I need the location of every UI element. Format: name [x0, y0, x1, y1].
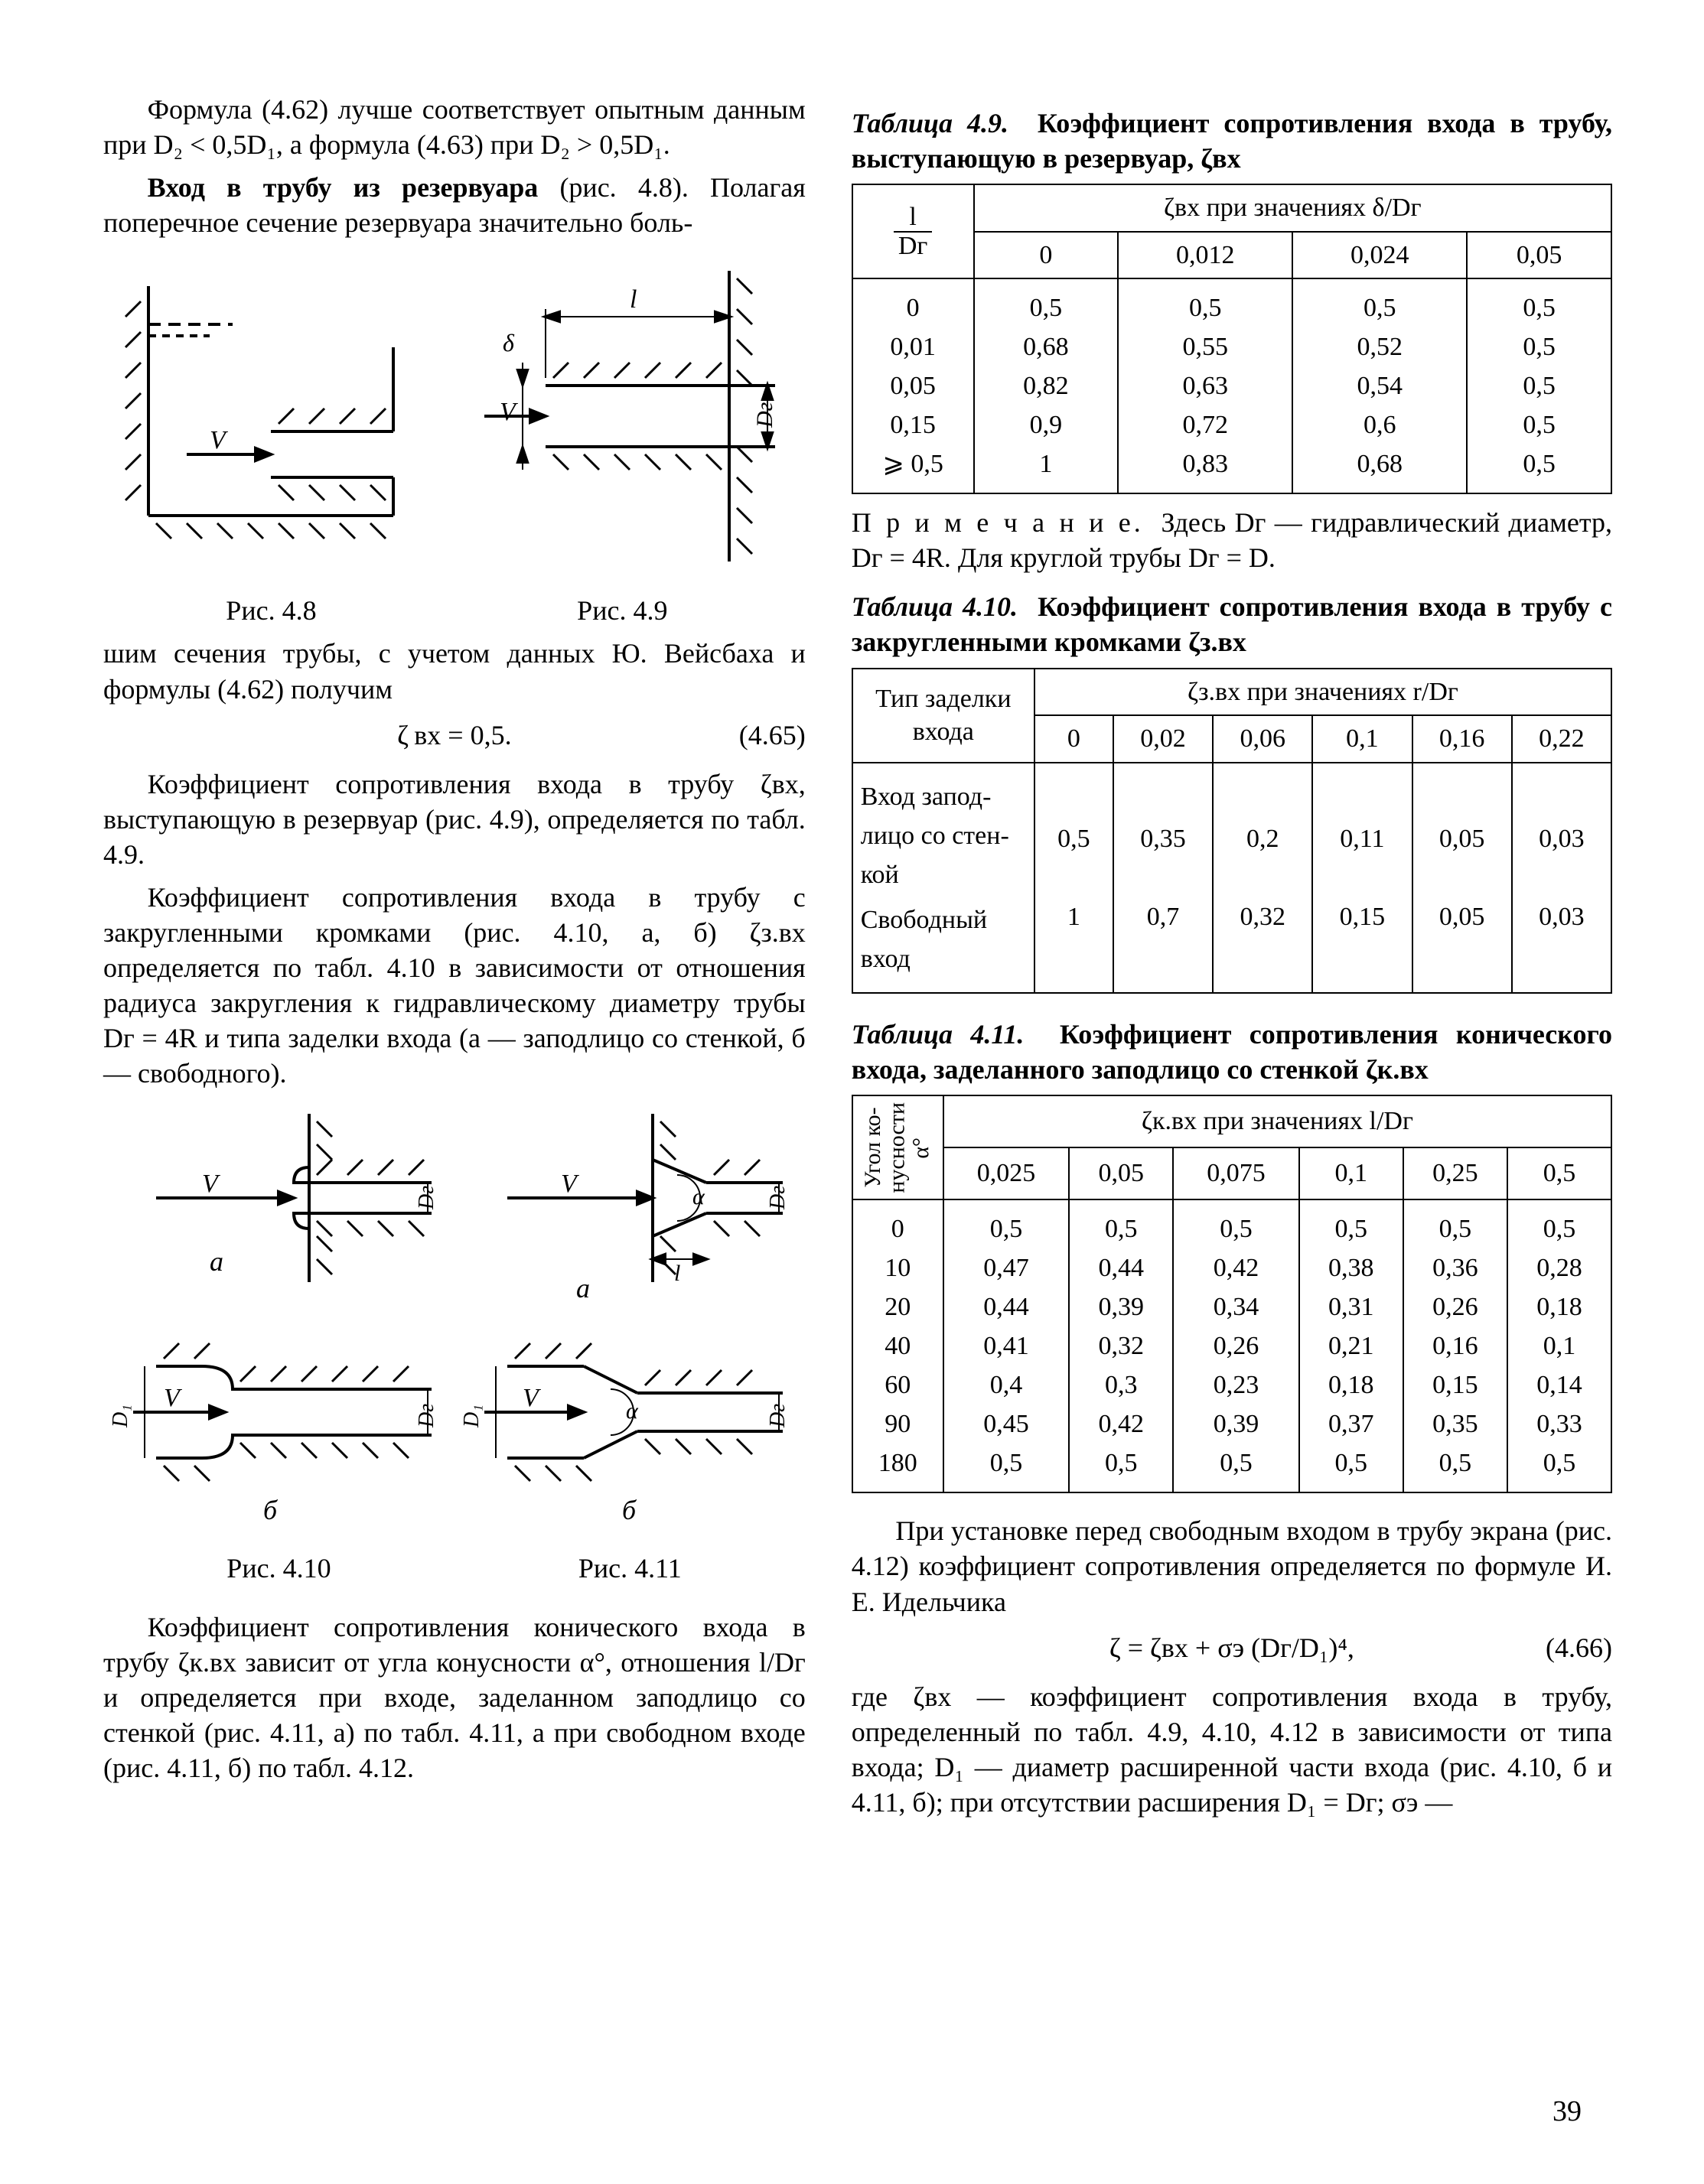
svg-text:V: V: [210, 426, 229, 454]
svg-text:V: V: [164, 1384, 183, 1412]
svg-text:б: б: [622, 1495, 637, 1525]
figure-4-8: V: [118, 256, 424, 577]
svg-text:α: α: [692, 1184, 705, 1209]
para-zeta-vx: Коэффициент сопротивления входа в трубу …: [103, 767, 806, 872]
para-weisbach: шим сечения трубы, с учетом данных Ю. Ве…: [103, 636, 806, 706]
figure-4-9: l V δ Dг: [454, 256, 790, 577]
figures-4-10-4-11: V а Dг: [103, 1106, 806, 1586]
table-4-10-title: Таблица 4.10. Коэффициент сопротивления …: [852, 589, 1612, 659]
svg-text:Dг: Dг: [415, 1186, 438, 1210]
para-where: где ζвх — коэффициент сопротивления вход…: [852, 1679, 1612, 1820]
svg-text:V: V: [202, 1170, 221, 1198]
svg-text:α: α: [626, 1398, 639, 1424]
svg-text:δ: δ: [503, 329, 515, 356]
figures-4-8-4-9: V Рис. 4.8: [103, 256, 806, 628]
svg-text:Dг: Dг: [752, 402, 777, 429]
figure-4-8-caption: Рис. 4.8: [118, 593, 424, 628]
svg-text:Dг: Dг: [766, 1186, 790, 1210]
svg-text:l: l: [630, 285, 637, 314]
figure-4-10: V а Dг: [110, 1106, 447, 1535]
table-4-11: Угол ко-нусностиα° ζк.вх при значениях l…: [852, 1095, 1612, 1494]
svg-text:V: V: [523, 1384, 542, 1412]
para-zeta-zvx: Коэффициент сопротивления входа в трубу …: [103, 880, 806, 1091]
svg-text:а: а: [576, 1273, 590, 1304]
figure-4-11-caption: Рис. 4.11: [461, 1551, 798, 1586]
svg-text:l: l: [674, 1261, 680, 1286]
table-4-9-title: Таблица 4.9. Коэффициент сопротивления в…: [852, 106, 1612, 176]
svg-text:Dг: Dг: [415, 1404, 438, 1428]
page-number: 39: [1552, 2093, 1582, 2130]
figure-4-10-caption: Рис. 4.10: [110, 1551, 447, 1586]
para-4-62: Формула (4.62) лучше соответствует опытн…: [103, 92, 806, 162]
para-conical: Коэффициент сопротивления конического вх…: [103, 1610, 806, 1785]
svg-text:D₁: D₁: [461, 1404, 484, 1428]
svg-text:V: V: [500, 398, 519, 426]
para-screen: При установке перед свободным входом в т…: [852, 1513, 1612, 1619]
table-4-9: lDг ζвх при значениях δ/Dг 00,0120,0240,…: [852, 184, 1612, 494]
svg-text:Dг: Dг: [766, 1404, 790, 1428]
equation-4-65: ζ вх = 0,5. (4.65): [103, 718, 806, 753]
svg-text:V: V: [561, 1170, 580, 1198]
para-entry-reservoir: Вход в трубу из резервуара (рис. 4.8). П…: [103, 170, 806, 240]
svg-text:D₁: D₁: [110, 1404, 132, 1428]
figure-4-11: V α l Dг а: [461, 1106, 798, 1535]
table-4-10: Тип заделки входа ζз.вх при значениях r/…: [852, 668, 1612, 994]
svg-text:б: б: [263, 1495, 279, 1525]
equation-4-66: ζ = ζвх + σэ (Dг/D₁)⁴, (4.66): [852, 1630, 1612, 1665]
table-4-11-title: Таблица 4.11. Коэффициент сопротивления …: [852, 1017, 1612, 1087]
svg-text:а: а: [210, 1246, 223, 1277]
figure-4-9-caption: Рис. 4.9: [454, 593, 790, 628]
table-4-9-note: П р и м е ч а н и е. Здесь Dг — гидравли…: [852, 505, 1612, 575]
